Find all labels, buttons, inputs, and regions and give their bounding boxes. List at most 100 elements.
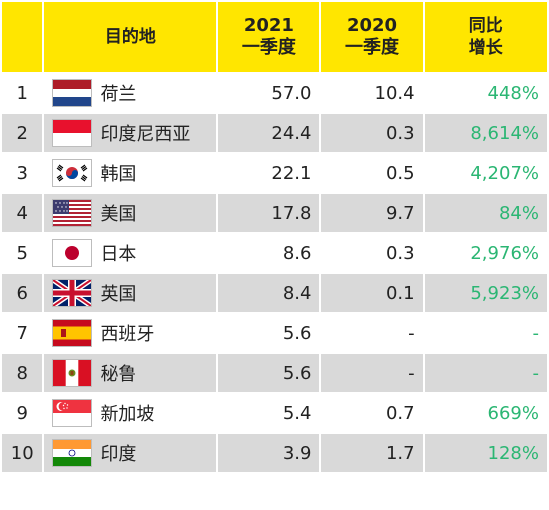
table-row: 7 西班牙 5.6 - -: [2, 314, 547, 352]
destination-wrap: 美国: [52, 199, 216, 227]
value-2021-cell: 5.4: [282, 402, 312, 424]
rank-cell: 10: [2, 434, 43, 472]
table-row: 5 日本 8.6 0.3 2,976%: [2, 234, 547, 272]
destination-cell: 荷兰: [44, 74, 216, 112]
destination-wrap: 英国: [52, 279, 216, 307]
destination-wrap: 新加坡: [52, 399, 216, 427]
rank-cell: 1: [16, 82, 28, 104]
yoy-growth-cell: 2,976%: [470, 242, 539, 264]
table-row: 10 印度 3.9 1.7 128%: [2, 434, 547, 472]
rank-cell: 6: [2, 274, 43, 312]
indonesia-flag-icon: [52, 119, 93, 147]
rank-cell: 2: [2, 114, 43, 152]
header-2020-year: 2020: [346, 15, 398, 36]
destination-name: 印度尼西亚: [100, 124, 191, 145]
header-2021-quarter: 一季度: [241, 37, 296, 58]
header-2021-q1: 2021 一季度: [218, 2, 320, 72]
spain-flag-icon: [52, 319, 93, 347]
header-rank: [2, 2, 43, 72]
rank-cell: 4: [2, 194, 43, 232]
rank-cell: 9: [16, 402, 28, 424]
yoy-growth-cell: 5,923%: [424, 274, 547, 312]
destination-cell: 秘鲁: [44, 354, 217, 392]
destination-cell: 韩国: [44, 154, 216, 192]
table-row: 9 新加坡 5.4 0.7 669%: [2, 394, 547, 432]
destination-name: 印度: [100, 444, 137, 465]
yoy-growth-cell: 128%: [424, 434, 547, 472]
header-yoy-growth: 同比 增长: [424, 2, 547, 72]
value-2020-cell: 10.4: [374, 82, 415, 104]
header-row: 目的地 2021 一季度 2020 一季度 同比 增长: [2, 2, 547, 72]
value-2021-cell: 3.9: [218, 434, 320, 472]
rank-cell: 5: [16, 242, 28, 264]
header-destination: 目的地: [44, 2, 217, 72]
usa-flag-icon: [52, 199, 93, 227]
rank-cell: 3: [16, 162, 28, 184]
destination-cell: 西班牙: [44, 314, 216, 352]
peru-flag-icon: [52, 359, 93, 387]
destination-cell: 英国: [44, 274, 217, 312]
yoy-growth-cell: -: [532, 322, 540, 344]
destination-name: 韩国: [100, 164, 137, 185]
value-2020-cell: 0.3: [385, 242, 415, 264]
value-2020-cell: 1.7: [321, 434, 423, 472]
destination-cell: 印度: [44, 434, 217, 472]
india-flag-icon: [52, 439, 93, 467]
yoy-growth-cell: 669%: [487, 402, 539, 424]
table-row: 3 韩国 22.1 0.5 4,207%: [2, 154, 547, 192]
yoy-growth-cell: 448%: [487, 82, 539, 104]
value-2021-cell: 5.6: [218, 354, 320, 392]
destination-wrap: 西班牙: [52, 319, 216, 347]
value-2021-cell: 17.8: [218, 194, 320, 232]
yoy-growth-cell: 84%: [424, 194, 547, 232]
destination-cell: 美国: [44, 194, 217, 232]
value-2020-cell: 0.7: [385, 402, 415, 424]
table-row: 2 印度尼西亚 24.4 0.3 8,614%: [2, 114, 547, 152]
value-2020-cell: -: [408, 322, 415, 344]
value-2020-cell: 0.5: [385, 162, 415, 184]
yoy-growth-cell: 8,614%: [424, 114, 547, 152]
value-2021-cell: 8.4: [218, 274, 320, 312]
destination-wrap: 韩国: [52, 159, 216, 187]
destination-wrap: 日本: [52, 239, 216, 267]
header-2020-q1: 2020 一季度: [321, 2, 423, 72]
destination-ranking-table: 目的地 2021 一季度 2020 一季度 同比 增长 1 荷兰 57.0 10.4…: [2, 2, 547, 472]
destination-name: 新加坡: [100, 404, 155, 425]
value-2021-cell: 22.1: [271, 162, 312, 184]
header-yoy-line1: 同比: [468, 16, 503, 36]
rank-cell: 8: [2, 354, 43, 392]
singapore-flag-icon: [52, 399, 93, 427]
destination-name: 秘鲁: [100, 364, 137, 385]
destination-wrap: 印度尼西亚: [52, 119, 216, 147]
south-korea-flag-icon: [52, 159, 93, 187]
uk-flag-icon: [52, 279, 93, 307]
value-2021-cell: 24.4: [218, 114, 320, 152]
value-2020-cell: 9.7: [321, 194, 423, 232]
netherlands-flag-icon: [52, 79, 93, 107]
destination-name: 英国: [100, 284, 137, 305]
table-row: 1 荷兰 57.0 10.4 448%: [2, 74, 547, 112]
destination-wrap: 秘鲁: [52, 359, 216, 387]
destination-cell: 印度尼西亚: [44, 114, 217, 152]
value-2020-cell: -: [321, 354, 423, 392]
japan-flag-icon: [52, 239, 93, 267]
yoy-growth-cell: -: [424, 354, 547, 392]
header-yoy-line2: 增长: [468, 38, 503, 58]
table-row: 6 英国 8.4 0.1 5,923%: [2, 274, 547, 312]
value-2021-cell: 8.6: [282, 242, 312, 264]
header-2021-year: 2021: [243, 15, 294, 36]
destination-name: 美国: [100, 204, 137, 225]
value-2021-cell: 57.0: [271, 82, 312, 104]
value-2020-cell: 0.3: [321, 114, 423, 152]
table-row: 4 美国 17.8 9.7 84%: [2, 194, 547, 232]
yoy-growth-cell: 4,207%: [470, 162, 539, 184]
table-row: 8 秘鲁 5.6- -: [2, 354, 547, 392]
destination-cell: 新加坡: [44, 394, 216, 432]
rank-cell: 7: [16, 322, 28, 344]
value-2021-cell: 5.6: [282, 322, 312, 344]
destination-name: 西班牙: [100, 324, 155, 345]
destination-name: 日本: [100, 244, 137, 265]
destination-cell: 日本: [44, 234, 216, 272]
header-2020-quarter: 一季度: [345, 37, 400, 58]
value-2020-cell: 0.1: [321, 274, 423, 312]
